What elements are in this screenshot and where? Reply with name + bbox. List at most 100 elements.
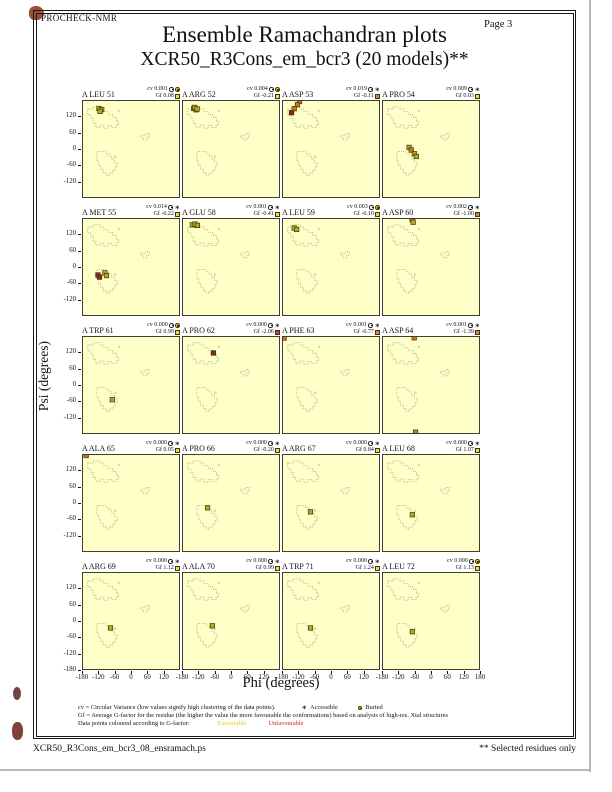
cv-dial-icon [168, 559, 173, 564]
cv-value: cv 0.019 [346, 86, 367, 92]
favourable-region-contour [387, 106, 420, 129]
cv-dial-icon [368, 323, 373, 328]
y-tick-label: 0 [72, 263, 76, 270]
cv-dial-icon [368, 559, 373, 564]
data-point [411, 337, 417, 341]
y-tick [78, 417, 81, 419]
gf-value: Gf -0.22 [153, 211, 174, 217]
favourable-region-contour [196, 151, 218, 176]
data-point [194, 222, 200, 228]
favourable-region-contour [240, 251, 250, 259]
cv-dial-icon [169, 87, 174, 92]
accessible-icon [274, 323, 280, 328]
plot-canvas [187, 104, 250, 176]
accessible-icon [174, 205, 180, 210]
gf-square-icon [275, 212, 280, 217]
favourable-region-contour [240, 369, 250, 377]
cv-row: cv 0.000 [246, 322, 280, 329]
y-tick-label: -120 [63, 177, 76, 185]
cv-dial-icon [468, 205, 473, 210]
residue-label: A LEU 59 [282, 208, 315, 217]
data-point [97, 108, 103, 114]
ramachandran-plot-a-asp-64 [382, 336, 480, 434]
ramachandran-grid: A LEU 51 cv 0.001 Gf 0.08 A ARG 52 cv 0.004 G… [64, 84, 486, 690]
cv-dial-icon [368, 87, 373, 92]
gf-square-icon [475, 212, 480, 217]
legend-line-gf: Gf = Average G-factor for the residue (t… [78, 712, 448, 720]
cv-value: cv 0.002 [446, 204, 467, 210]
favourable-region-contour [317, 109, 320, 112]
gf-value: Gf -0.20 [253, 447, 274, 453]
cv-row: cv 0.003 [347, 204, 380, 211]
gf-row: Gf 1.12 [156, 565, 180, 572]
buried-icon [375, 205, 380, 210]
data-point [210, 350, 216, 356]
y-tick [78, 299, 81, 301]
favourable-region-contour [314, 155, 317, 158]
x-tick-label: 60 [443, 674, 451, 681]
gf-value: Gf -2.06 [253, 329, 274, 335]
y-tick-label: 120 [65, 230, 76, 238]
x-tick [163, 671, 165, 674]
plot-header-a-trp-61: A TRP 61 cv 0.000 Gf 0.99 [82, 320, 180, 336]
favourable-region-contour [114, 627, 117, 630]
ramachandran-plot-a-asp-53 [282, 100, 380, 198]
plot-canvas [387, 460, 450, 530]
cv-dial-icon [168, 205, 173, 210]
favourable-region-contour [96, 387, 118, 412]
favourable-region-contour [196, 387, 218, 412]
plot-canvas [283, 337, 350, 412]
gf-row: Gf 0.05 [156, 447, 180, 454]
plot-canvas [287, 101, 350, 176]
x-tick [131, 671, 132, 674]
gf-value: Gf -0.10 [353, 211, 374, 217]
plot-canvas [83, 455, 150, 530]
gf-row: Gf -1.39 [454, 329, 480, 336]
residue-label: A ARG 52 [182, 90, 216, 99]
favourable-region-contour [314, 391, 317, 394]
x-tick-label: -120 [192, 674, 205, 681]
ramachandran-plot-a-met-55 [82, 218, 180, 316]
x-tick [282, 671, 283, 674]
favourable-region-contour [387, 578, 420, 601]
residue-label: A GLU 58 [182, 208, 216, 217]
y-tick [78, 368, 81, 370]
cv-value: cv 0.000 [147, 322, 168, 328]
accessible-icon [474, 323, 480, 328]
scan-edge-right [589, 0, 591, 772]
y-tick [78, 401, 81, 403]
plot-stats: cv 0.014Gf -0.22 [146, 204, 180, 218]
y-tick-label: 120 [65, 466, 76, 474]
gf-square-icon [375, 448, 380, 453]
page-subtitle: XCR50_R3Cons_em_bcr3 (20 models)** [140, 49, 469, 70]
residue-label: A ARG 67 [282, 444, 316, 453]
ramachandran-plot-a-arg-69 [82, 572, 180, 670]
gf-value: Gf 0.99 [155, 329, 174, 335]
favourable-region-contour [287, 460, 320, 483]
legend-line-colours: Data points coloured according to G-fact… [78, 720, 448, 728]
favourable-region-contour [314, 273, 317, 276]
y-tick-label: 0 [72, 617, 76, 624]
favourable-region-contour [414, 509, 417, 512]
data-point [307, 625, 314, 631]
y-tick [78, 503, 81, 504]
x-axis-label: Phi (degrees) [242, 675, 320, 691]
cv-value: cv 0.000 [146, 558, 167, 564]
favourable-region-contour [217, 227, 220, 230]
ramachandran-plot-a-trp-71 [282, 572, 380, 670]
favourable-region-contour [340, 251, 350, 259]
y-tick-label: -120 [63, 413, 76, 421]
gf-square-icon [275, 566, 280, 571]
plot-canvas [387, 337, 450, 433]
cv-value: cv 0.003 [347, 204, 368, 210]
gf-square-icon [375, 330, 380, 335]
cv-row: cv 0.001 [147, 86, 180, 93]
y-tick-label: 60 [69, 246, 76, 254]
